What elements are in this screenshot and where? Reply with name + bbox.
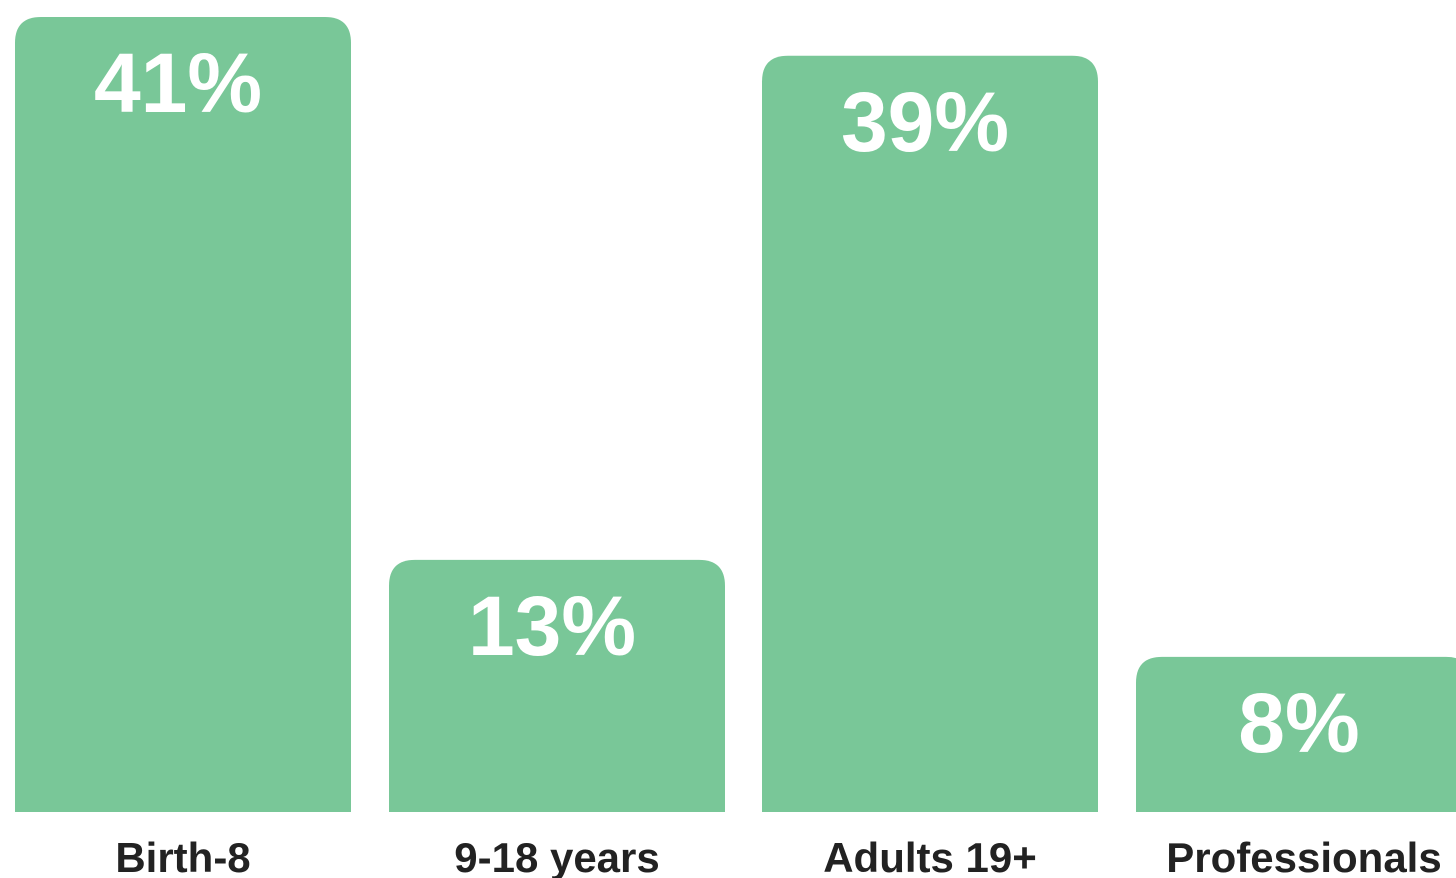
bar-0 bbox=[15, 17, 351, 812]
bar-value-label-3: 8% bbox=[1238, 676, 1359, 770]
category-label-1: 9-18 years bbox=[454, 834, 660, 878]
bar-value-label-0: 41% bbox=[94, 36, 262, 130]
bar-2 bbox=[762, 55, 1098, 812]
bar-value-label-2: 39% bbox=[841, 75, 1009, 169]
category-label-0: Birth-8 bbox=[115, 834, 250, 878]
bar-value-label-1: 13% bbox=[468, 579, 636, 673]
bar-3 bbox=[1136, 656, 1456, 812]
bar-1 bbox=[389, 559, 725, 812]
category-label-3: Professionals bbox=[1166, 834, 1441, 878]
category-label-2: Adults 19+ bbox=[823, 834, 1037, 878]
